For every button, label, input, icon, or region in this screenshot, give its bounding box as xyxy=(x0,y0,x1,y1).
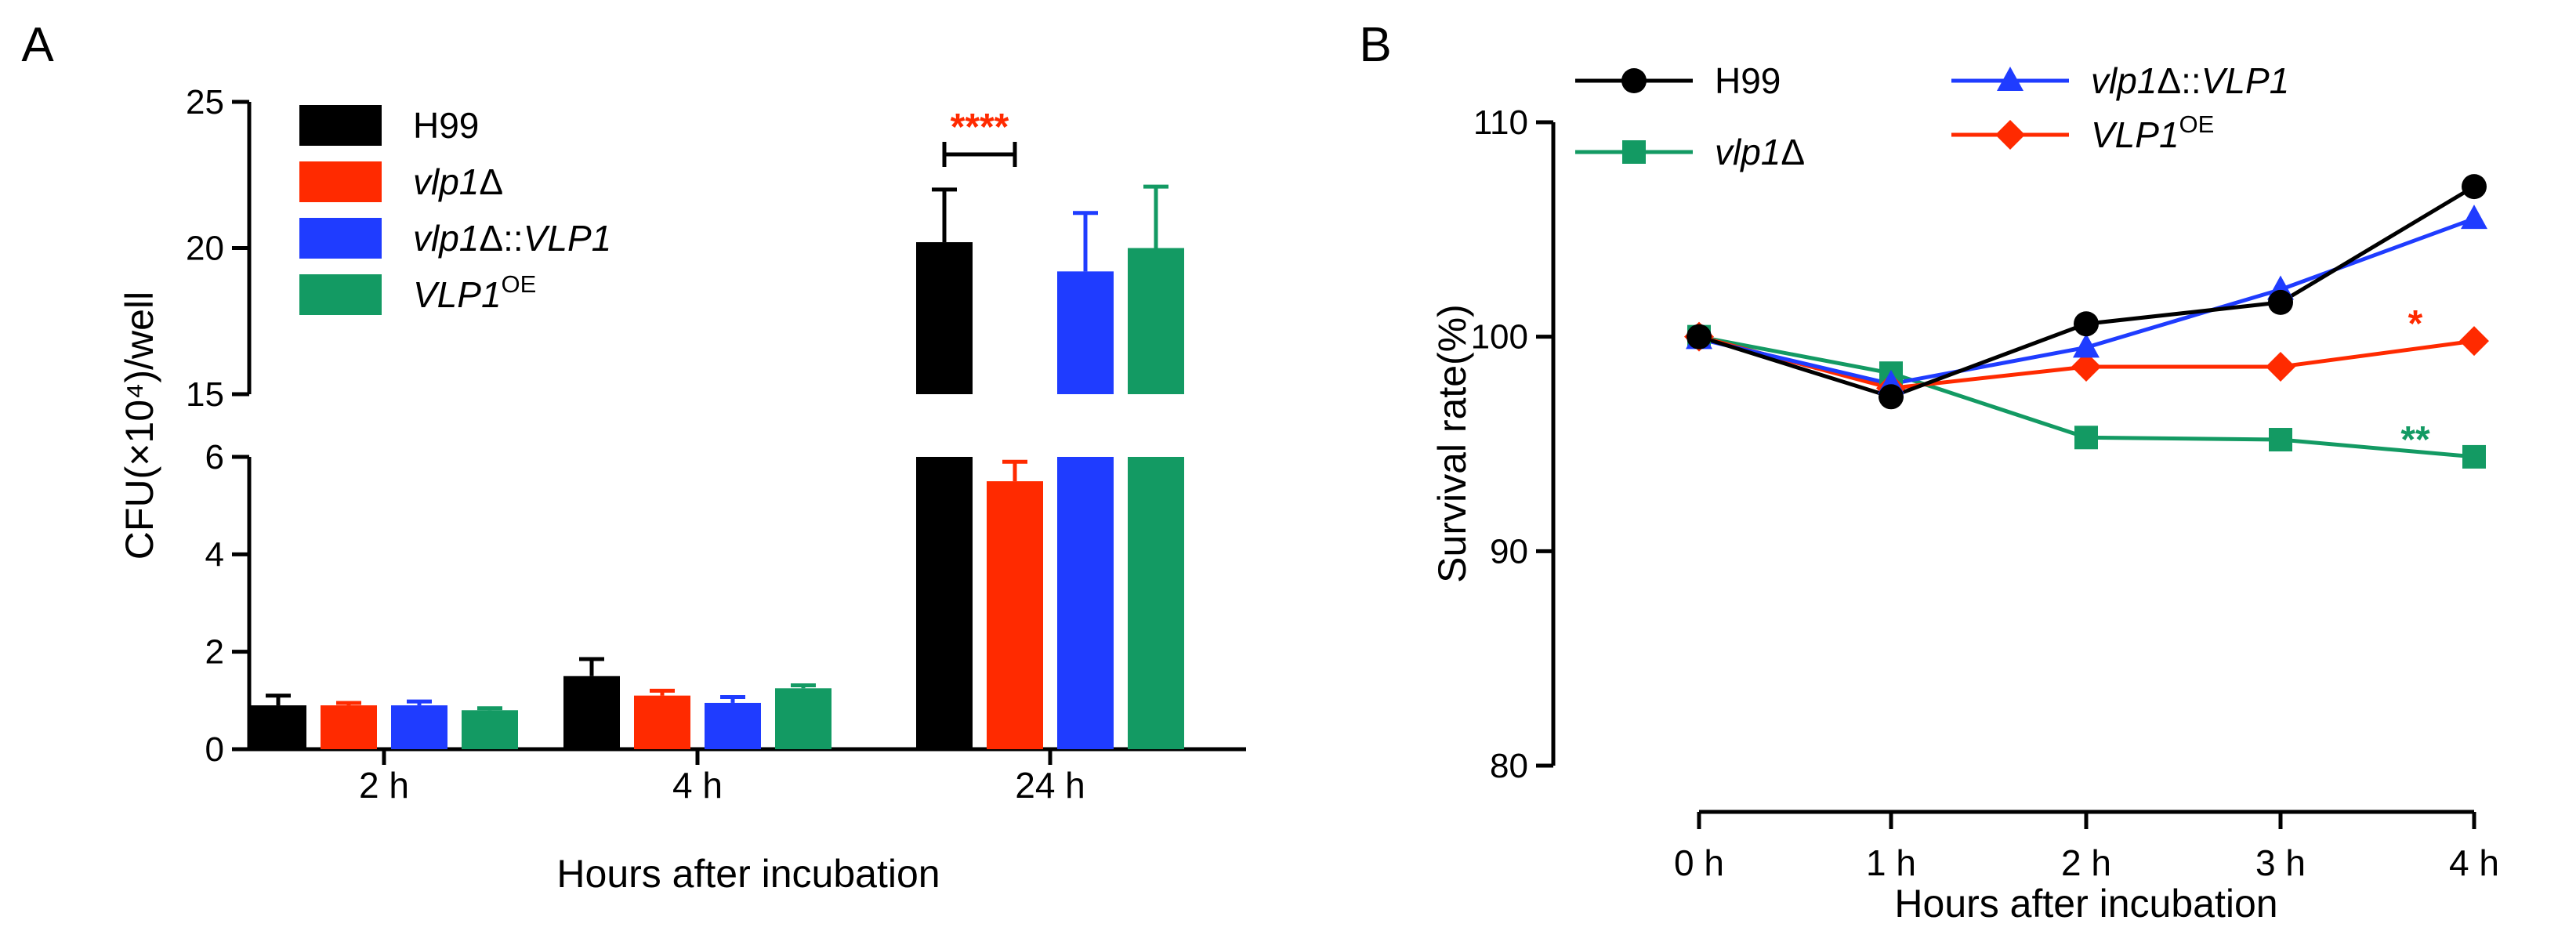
a-bar xyxy=(250,705,306,749)
b-data-point xyxy=(2266,351,2295,382)
b-legend-marker xyxy=(1995,120,2025,150)
a-bar xyxy=(987,481,1043,749)
b-y-tick-label: 100 xyxy=(1471,318,1528,357)
a-legend-swatch xyxy=(299,161,382,202)
a-x-axis-title: Hours after incubation xyxy=(556,852,940,896)
b-significance-stars: ** xyxy=(2400,419,2430,461)
a-bar-lower-segment xyxy=(1057,457,1114,749)
a-bar xyxy=(321,705,377,749)
b-x-axis-title: Hours after incubation xyxy=(1894,882,2277,926)
a-y-tick-label: 2 xyxy=(205,633,224,672)
b-x-tick-label: 1 h xyxy=(1866,842,1916,883)
a-legend-swatch xyxy=(299,105,382,146)
b-y-axis-title: Survival rate(%) xyxy=(1430,304,1474,583)
panel-b-label: B xyxy=(1359,18,1391,72)
a-y-axis-title: CFU(×10⁴)/well xyxy=(118,292,161,560)
b-data-point xyxy=(2074,426,2098,450)
a-bar-lower-segment xyxy=(916,457,973,749)
b-x-tick-label: 3 h xyxy=(2255,842,2306,883)
panel-a-bar-chart: A 0 2 4 6 15 20 25 CFU(×10⁴)/well 2 h 4 h 24 h **** H… xyxy=(21,18,1246,896)
panel-b-line-chart: B 80 90 100 110 0 h 1 h 2 h 3 h 4 h Survival rate(… xyxy=(1359,18,2499,926)
a-bar-upper-segment xyxy=(1057,271,1114,394)
a-bar-upper-segment xyxy=(916,242,973,394)
b-legend-marker xyxy=(1997,67,2023,91)
b-y-tick-label: 80 xyxy=(1490,747,1528,785)
a-y-tick-label: 0 xyxy=(205,730,224,769)
a-bar xyxy=(462,710,518,749)
a-legend-swatch xyxy=(299,218,382,259)
b-data-point xyxy=(2462,174,2487,200)
a-y-tick-label: 20 xyxy=(186,230,224,268)
b-data-point xyxy=(2462,444,2486,469)
b-y-tick-label: 110 xyxy=(1473,103,1528,142)
a-y-tick-label: 25 xyxy=(186,83,224,121)
panel-a-label: A xyxy=(21,18,54,72)
b-legend-marker xyxy=(1621,68,1647,93)
a-bar xyxy=(775,688,831,749)
b-data-point xyxy=(2074,311,2099,337)
b-data-point xyxy=(2071,351,2101,382)
b-significance-stars: * xyxy=(2408,303,2423,345)
a-legend-label: vlp1Δ::VLP1 xyxy=(413,218,611,259)
a-bar xyxy=(391,705,447,749)
a-x-tick-label: 24 h xyxy=(1015,765,1085,806)
b-data-point xyxy=(2269,428,2292,452)
b-data-point xyxy=(2073,333,2100,358)
a-bar-lower-segment xyxy=(1128,457,1184,749)
a-y-tick-label: 6 xyxy=(205,438,224,476)
b-data-point xyxy=(2461,205,2487,230)
b-legend-label: H99 xyxy=(1715,60,1781,101)
a-y-tick-label: 4 xyxy=(205,535,224,574)
a-bar xyxy=(634,695,690,749)
a-bar-upper-segment xyxy=(1128,248,1184,394)
b-x-tick-label: 2 h xyxy=(2061,842,2111,883)
a-x-tick-label: 2 h xyxy=(359,765,409,806)
a-bar xyxy=(705,702,761,749)
b-x-tick-label: 4 h xyxy=(2449,842,2499,883)
a-bar xyxy=(563,676,620,749)
b-data-point xyxy=(2268,289,2293,315)
a-y-tick-label: 15 xyxy=(186,375,224,414)
b-legend-marker xyxy=(1622,140,1646,164)
b-y-tick-label: 90 xyxy=(1490,532,1528,571)
b-legend-label: vlp1Δ xyxy=(1715,132,1805,172)
a-legend-swatch xyxy=(299,274,382,315)
b-legend-label: vlp1Δ::VLP1 xyxy=(2091,60,2289,101)
b-x-tick-label: 0 h xyxy=(1674,842,1724,883)
b-data-point xyxy=(1879,384,1904,410)
b-legend-label: VLP1OE xyxy=(2091,110,2214,155)
a-x-tick-label: 4 h xyxy=(672,765,723,806)
b-data-point xyxy=(1687,324,1712,350)
a-legend-label: VLP1OE xyxy=(413,270,536,315)
b-data-point xyxy=(2459,326,2489,357)
a-significance-stars: **** xyxy=(951,107,1009,148)
a-legend-label: H99 xyxy=(413,105,479,146)
a-legend-label: vlp1Δ xyxy=(413,161,503,202)
